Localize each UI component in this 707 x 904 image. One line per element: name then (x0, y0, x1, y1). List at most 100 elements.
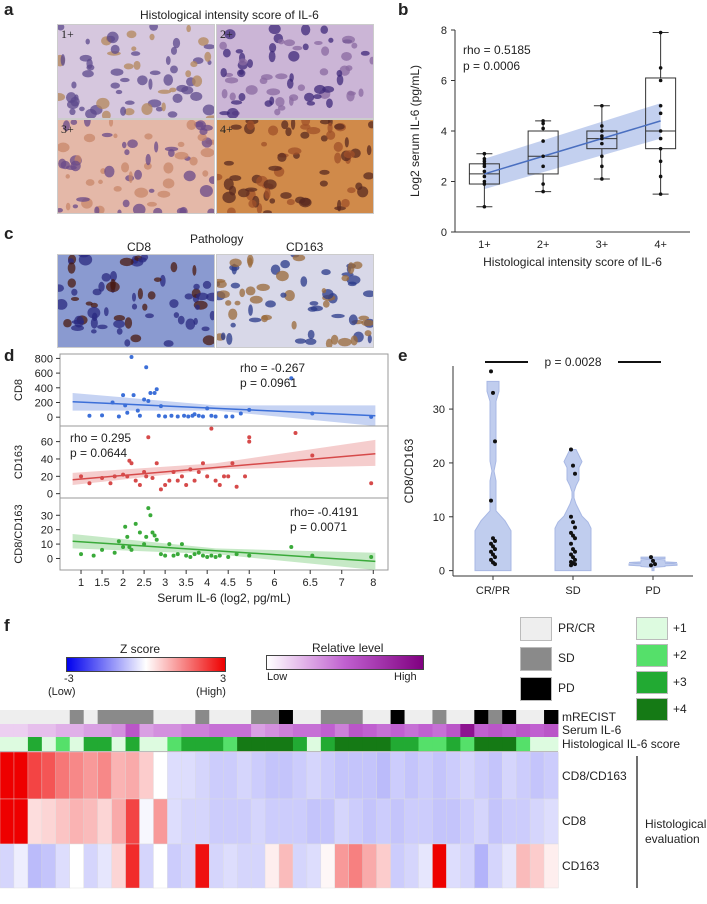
data-point (226, 555, 231, 560)
heatmap-cell (432, 751, 448, 800)
heatmap-cell (334, 737, 350, 751)
heatmap-cell (153, 751, 168, 800)
cell-nucleus (63, 319, 72, 328)
heatmap-row-label: CD8 (562, 814, 586, 828)
ihc-tile-label: 1+ (61, 27, 74, 41)
cell-nucleus (87, 306, 101, 319)
heatmap-cell (153, 843, 168, 889)
cell-nucleus (124, 317, 133, 329)
zscore-min: -3 (64, 673, 74, 685)
cell-nucleus (238, 93, 246, 102)
heatmap-cell (390, 798, 406, 845)
data-point (573, 525, 577, 530)
heatmap-cell (390, 724, 405, 737)
heatmap-cell (460, 710, 475, 724)
cell-nucleus (326, 98, 333, 109)
legend-label: +4 (673, 702, 687, 716)
data-point (188, 555, 193, 560)
y-tick-label: 2 (441, 177, 447, 189)
cell-nucleus (113, 320, 125, 329)
cell-nucleus (161, 102, 166, 112)
cell-nucleus (58, 25, 65, 31)
cell-nucleus (203, 44, 214, 50)
cell-nucleus (281, 120, 289, 130)
heatmap-cell (418, 724, 433, 737)
data-point (142, 397, 147, 402)
data-point (112, 550, 117, 555)
data-point (482, 169, 487, 174)
data-point (569, 514, 573, 519)
cell-nucleus (184, 293, 193, 300)
heatmap-cell (306, 737, 322, 751)
data-point (213, 414, 218, 419)
data-point (192, 552, 197, 557)
heatmap-cell (195, 710, 210, 724)
cell-nucleus (362, 290, 373, 298)
cell-nucleus (245, 187, 258, 192)
heatmap-cell (265, 737, 280, 751)
heatmap-cell (83, 751, 99, 800)
cell-nucleus (162, 178, 175, 189)
heatmap-cell (0, 737, 15, 751)
cell-nucleus (145, 313, 154, 319)
cell-nucleus (110, 271, 117, 282)
heatmap-cell (432, 724, 447, 737)
cell-nucleus (300, 123, 311, 130)
y-tick-label: 6 (441, 76, 447, 88)
cell-nucleus (134, 187, 149, 198)
cell-nucleus (154, 141, 159, 153)
x-tick-label: 1.5 (94, 577, 109, 589)
cell-nucleus (322, 300, 330, 308)
cell-nucleus (141, 103, 153, 115)
heatmap-cell (209, 724, 224, 737)
heatmap-cell (55, 710, 71, 724)
relative-high: High (394, 671, 417, 683)
cell-nucleus (96, 97, 110, 110)
data-point (493, 562, 497, 567)
cell-nucleus (360, 50, 370, 56)
cell-nucleus (202, 170, 209, 177)
cell-nucleus (131, 46, 137, 52)
heatmap-cell (111, 737, 126, 751)
cell-nucleus (190, 61, 198, 68)
annotation-p: p = 0.0006 (463, 59, 520, 73)
panel-a-letter: a (4, 0, 14, 19)
legend-swatch (520, 647, 552, 671)
heatmap-cell (516, 737, 531, 751)
cell-nucleus (268, 165, 282, 171)
cell-nucleus (157, 190, 171, 198)
cell-nucleus (177, 315, 185, 325)
heatmap-cell (376, 737, 391, 751)
cell-nucleus (195, 292, 209, 301)
data-point (209, 553, 214, 558)
y-tick-label: 60 (41, 437, 53, 449)
data-point (213, 478, 218, 483)
heatmap-cell (502, 798, 517, 845)
cell-nucleus (238, 69, 244, 75)
cell-nucleus (58, 142, 70, 153)
data-point (156, 413, 161, 418)
data-point (192, 478, 197, 483)
x-tick-label: 5 (246, 577, 252, 589)
cell-nucleus (145, 153, 151, 166)
data-point (196, 550, 201, 555)
cell-nucleus (192, 265, 197, 276)
data-point (146, 435, 151, 440)
heatmap-cell (83, 843, 99, 889)
heatmap-cell (13, 751, 29, 800)
cell-nucleus (269, 198, 276, 204)
heatmap-cell (139, 843, 155, 889)
cell-nucleus (270, 264, 281, 275)
data-point (137, 413, 142, 418)
cell-nucleus (164, 146, 179, 152)
cell-nucleus (223, 160, 234, 166)
data-point (289, 544, 294, 549)
heatmap-cell (376, 798, 392, 845)
cell-nucleus (336, 74, 344, 86)
data-point (163, 414, 168, 419)
legend-swatch (636, 617, 668, 640)
cell-nucleus (361, 319, 373, 327)
cell-nucleus (238, 58, 248, 66)
panel-a-title: Histological intensity score of IL-6 (140, 8, 319, 22)
data-point (188, 467, 193, 472)
